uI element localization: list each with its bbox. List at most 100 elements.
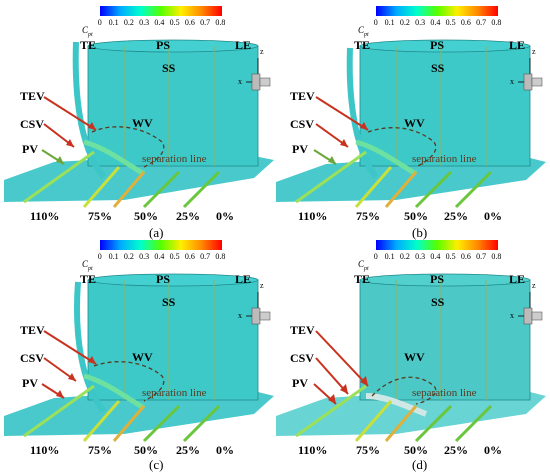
axis-x-label: x [510, 77, 514, 86]
axis-x-label: x [238, 77, 242, 86]
vortex-streak-2 [82, 400, 121, 442]
label-te: TE [354, 272, 371, 286]
axis-x-label: x [510, 311, 514, 320]
span-110: 110% [298, 443, 328, 457]
colorbar-tick-label: 0.1 [108, 18, 119, 27]
flow-visualization-b [276, 39, 546, 209]
label-ps: PS [156, 272, 171, 286]
colorbar [100, 6, 222, 16]
colorbar-tick-label: 0.2 [399, 18, 410, 27]
colorbar-tick-label: 0.8 [215, 18, 226, 27]
span-50: 50% [404, 209, 428, 223]
label-le: LE [235, 272, 252, 286]
axis-z-label: z [532, 47, 536, 56]
label-wv: WV [132, 350, 153, 364]
span-75: 75% [356, 209, 380, 223]
coordinate-axes-glyph [246, 292, 271, 325]
colorbar-tick-label: 0.8 [491, 18, 502, 27]
colorbar-tick-label: 0.4 [430, 252, 441, 261]
flow-visualization-c [4, 273, 274, 443]
label-te: TE [354, 38, 371, 52]
label-te: TE [80, 272, 97, 286]
span-110: 110% [30, 209, 60, 223]
label-wv: WV [404, 116, 425, 130]
span-25: 25% [444, 443, 468, 457]
vortex-streak-5 [182, 170, 221, 209]
trailing-edge-vortex [72, 41, 107, 179]
span-50: 50% [134, 443, 158, 457]
vortex-streak-5 [182, 404, 221, 443]
label-te: TE [80, 38, 97, 52]
vortex-streak-3 [384, 171, 418, 208]
colorbar-tick-label: 0.4 [154, 18, 165, 27]
panel-c: Cpt 0 0.1 0.2 0.3 0.4 0.5 0.6 0.7 0.8 TE PS LE S… [4, 236, 274, 472]
colorbar-tick-label: 0.3 [415, 252, 426, 261]
label-csv: CSV [20, 351, 45, 365]
colorbar-tick-label: 0.6 [460, 18, 471, 27]
label-ss: SS [162, 61, 176, 75]
blade-top [87, 39, 259, 53]
vortex-streak-3 [384, 405, 418, 442]
colorbar-label: Cpt [358, 259, 369, 272]
colorbar-tick-label: 0.2 [123, 252, 134, 261]
label-ps: PS [430, 272, 445, 286]
span-25: 25% [176, 443, 200, 457]
span-75: 75% [88, 209, 112, 223]
colorbar-tick-label: 0.3 [139, 252, 150, 261]
vortex-streak-5 [454, 404, 493, 443]
label-ss: SS [431, 61, 445, 75]
vortex-streak-4 [142, 404, 181, 443]
span-50: 50% [134, 209, 158, 223]
vortex-streak-2 [82, 166, 121, 208]
vortex-streak-4 [414, 170, 453, 209]
span-110: 110% [298, 209, 328, 223]
axis-z-label: z [532, 281, 536, 290]
blade-body [359, 45, 531, 167]
colorbar-tick-label: 0.3 [415, 18, 426, 27]
vortex-streak-2 [354, 166, 393, 208]
label-pv: PV [22, 142, 38, 156]
separation-line-label: separation line [412, 153, 477, 165]
tev-arrow [43, 330, 97, 365]
corner-vortex [365, 393, 428, 417]
blade-top [359, 39, 531, 53]
colorbar-tick-label: 0 [97, 18, 102, 27]
separation-line-label: separation line [412, 387, 477, 399]
label-tev: TEV [20, 323, 45, 337]
vortex-streak-1 [23, 384, 95, 438]
label-csv: CSV [290, 117, 315, 131]
corner-vortex [355, 139, 418, 177]
label-ss: SS [162, 295, 176, 309]
colorbar-tick-label: 0.7 [200, 252, 211, 261]
label-wv: WV [132, 116, 153, 130]
label-tev: TEV [290, 89, 315, 103]
colorbar-tick-label: 0.8 [491, 252, 502, 261]
span-0: 0% [484, 209, 502, 223]
span-75: 75% [356, 443, 380, 457]
blade-body [87, 279, 259, 401]
span-75: 75% [88, 443, 112, 457]
label-csv: CSV [290, 351, 315, 365]
label-pv: PV [22, 376, 38, 390]
colorbar [100, 240, 222, 250]
colorbar-tick-label: 0.5 [445, 252, 456, 261]
colorbar-tick-label: 0.1 [384, 18, 395, 27]
colorbar-tick-label: 0.2 [123, 18, 134, 27]
colorbar-tick-label: 0.7 [476, 18, 487, 27]
label-ps: PS [430, 38, 445, 52]
axis-z-label: z [260, 47, 264, 56]
blade-top [359, 273, 531, 287]
span-0: 0% [216, 443, 234, 457]
blade-body [359, 279, 531, 401]
vortex-streak-2 [354, 400, 393, 442]
panel-caption: (c) [149, 457, 164, 472]
coordinate-axes-glyph [518, 292, 543, 325]
panel-caption: (a) [149, 225, 164, 240]
colorbar-tick-label: 0.7 [200, 18, 211, 27]
panel-b: Cpt 0 0.1 0.2 0.3 0.4 0.5 0.6 0.7 0.8 TE PS LE S… [276, 2, 546, 239]
colorbar-label: Cpt [82, 259, 93, 272]
separation-line-label: separation line [142, 387, 207, 399]
flow-visualization-a [4, 39, 274, 209]
colorbar-tick-label: 0 [373, 252, 378, 261]
vortex-streak-1 [295, 150, 367, 204]
